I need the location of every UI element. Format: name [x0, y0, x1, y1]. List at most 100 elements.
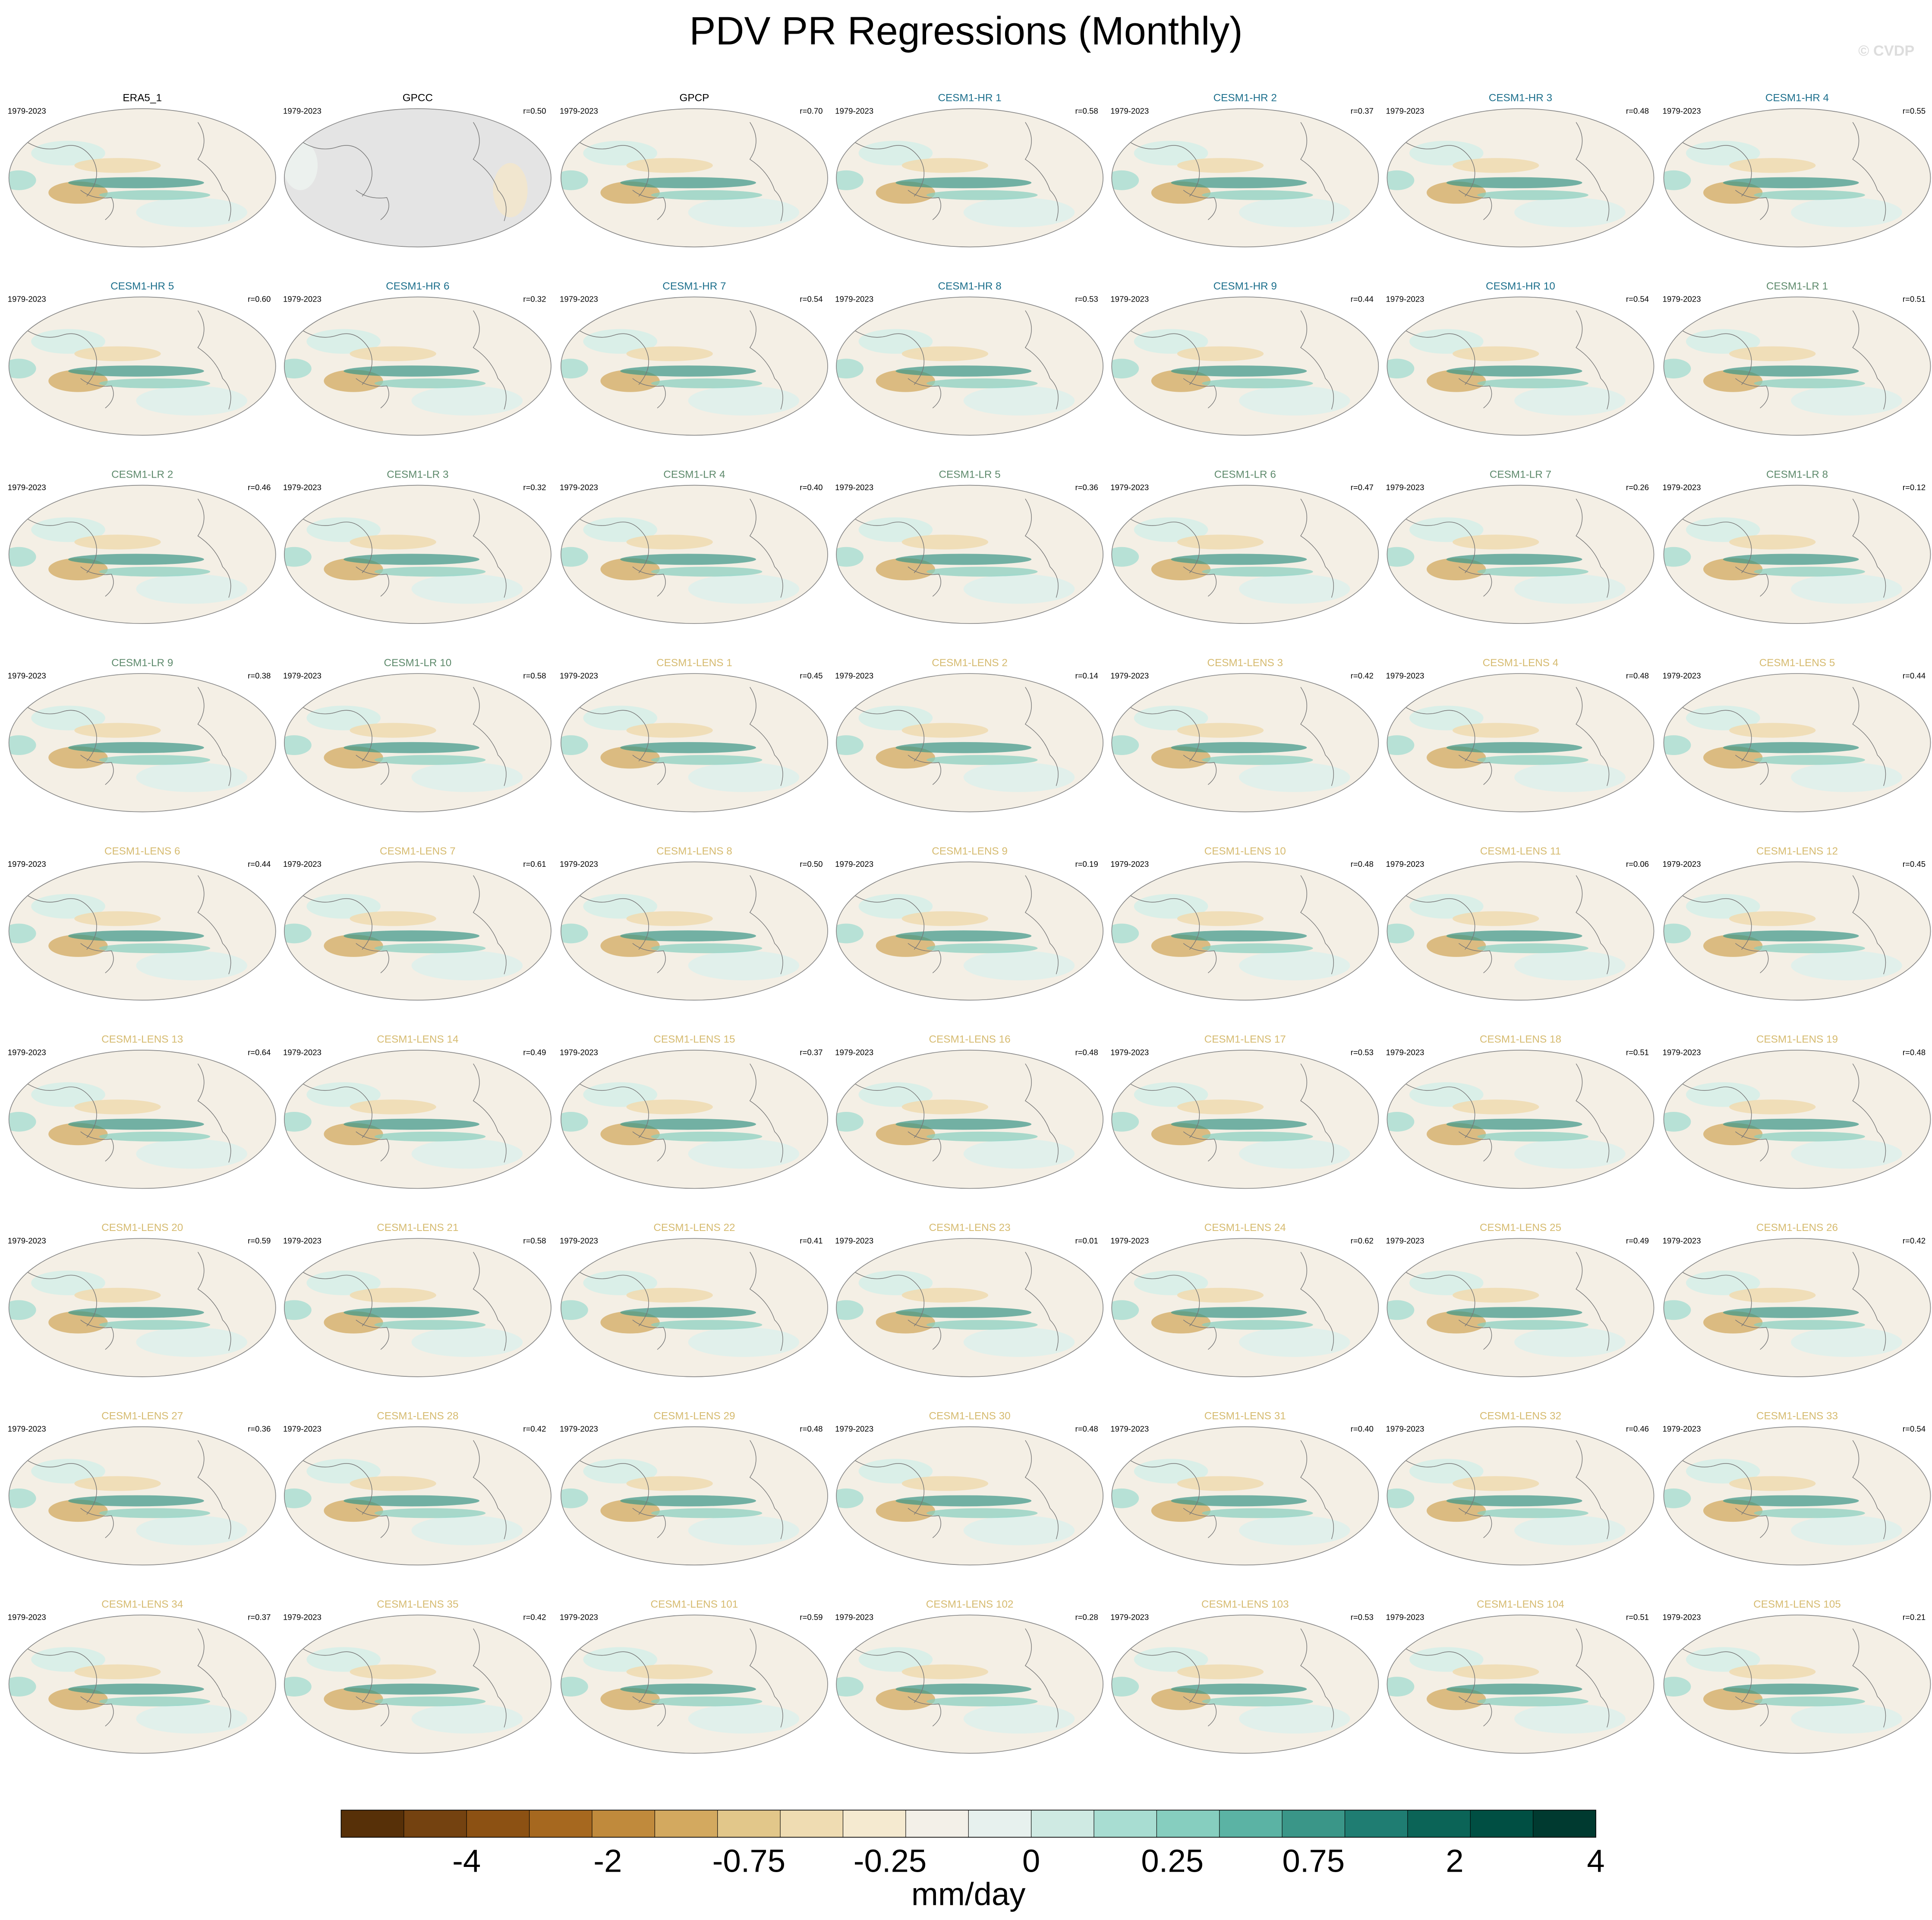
map-field: [1664, 1622, 1902, 1734]
map-field: [1112, 304, 1350, 415]
pattern-patch: [1171, 1683, 1307, 1695]
pattern-patch: [561, 1300, 588, 1320]
map-field: [284, 1622, 523, 1734]
pattern-patch: [1723, 1683, 1859, 1695]
pattern-patch: [1514, 951, 1626, 981]
map-outline: [560, 673, 828, 812]
panel-correlation: r=0.58: [523, 1236, 546, 1245]
pattern-patch: [1723, 554, 1859, 565]
panel-correlation: r=0.58: [1075, 106, 1098, 115]
map-outline: [836, 108, 1104, 248]
panel-period: 1979-2023: [8, 859, 46, 869]
pattern-patch: [561, 547, 588, 567]
map-panel: CESM1-HR 5 1979-2023 r=0.60: [8, 280, 276, 436]
map-panel: CESM1-LENS 9 1979-2023 r=0.19: [835, 845, 1104, 1001]
coastline: [1403, 869, 1626, 975]
pattern-patch: [901, 158, 989, 173]
panel-title: CESM1-LENS 6: [104, 845, 180, 857]
pattern-patch: [1134, 329, 1208, 354]
map-outline: [1663, 296, 1931, 436]
panel-period: 1979-2023: [835, 295, 873, 304]
pattern-patch: [31, 1270, 105, 1295]
pattern-patch: [306, 1270, 381, 1295]
colorbar-swatch: [1031, 1810, 1094, 1838]
panel-correlation: r=0.36: [248, 1424, 271, 1433]
panel-period: 1979-2023: [560, 483, 598, 492]
pattern-patch: [901, 1287, 989, 1303]
panel-correlation: r=0.53: [1351, 1048, 1374, 1057]
panel-correlation: r=0.38: [248, 671, 271, 680]
pattern-patch: [836, 923, 864, 944]
panel-correlation: r=0.47: [1351, 483, 1374, 492]
pattern-patch: [1686, 1082, 1760, 1107]
pattern-patch: [344, 554, 479, 565]
map-panel: CESM1-LR 4 1979-2023 r=0.40: [560, 469, 828, 624]
pattern-patch: [1446, 1307, 1582, 1318]
panel-title: ERA5_1: [123, 92, 162, 104]
map-field: [1664, 304, 1902, 415]
map-field: [1387, 1245, 1626, 1357]
pattern-patch: [1112, 735, 1139, 755]
panel-title: CESM1-LENS 26: [1756, 1222, 1838, 1234]
pattern-patch: [411, 1139, 523, 1169]
map-field: [9, 869, 248, 981]
map-outline: [836, 1238, 1104, 1377]
map-panel: CESM1-LENS 103 1979-2023 r=0.53: [1110, 1599, 1379, 1754]
panel-period: 1979-2023: [1110, 483, 1149, 492]
map-field: [284, 492, 523, 604]
pattern-patch: [374, 943, 486, 954]
map-outline: [1111, 1426, 1379, 1566]
pattern-patch: [1409, 894, 1484, 919]
pattern-patch: [306, 894, 381, 919]
panel-period: 1979-2023: [1386, 295, 1424, 304]
pattern-patch: [1477, 755, 1588, 765]
pattern-patch: [1239, 574, 1350, 604]
map-field: [1112, 116, 1350, 227]
map-field: [561, 116, 800, 227]
pattern-patch: [1729, 158, 1816, 173]
map-panel: CESM1-HR 1 1979-2023 r=0.58: [835, 92, 1104, 248]
map-field: [836, 680, 1075, 792]
pattern-patch: [688, 386, 800, 415]
panel-title: CESM1-LENS 104: [1477, 1599, 1564, 1610]
pattern-patch: [901, 535, 989, 550]
panel-correlation: r=0.44: [1351, 295, 1374, 304]
map-panel: CESM1-LENS 21 1979-2023 r=0.58: [283, 1222, 552, 1377]
map-panel: CESM1-LENS 28 1979-2023 r=0.42: [283, 1410, 552, 1566]
panel-period: 1979-2023: [1663, 671, 1701, 680]
colorbar-swatch: [843, 1810, 906, 1838]
pattern-patch: [31, 329, 105, 354]
map-panel: CESM1-LENS 32 1979-2023 r=0.46: [1386, 1410, 1655, 1566]
pattern-patch: [836, 1677, 864, 1697]
coastline: [852, 116, 1075, 221]
map-field: [9, 304, 248, 415]
pattern-patch: [1409, 705, 1484, 730]
pattern-patch: [926, 1697, 1038, 1706]
pattern-patch: [99, 943, 211, 954]
coastline: [1403, 680, 1626, 786]
pattern-patch: [1112, 170, 1139, 190]
coastline: [1403, 304, 1626, 409]
coastline: [300, 869, 523, 975]
map-outline: [560, 1238, 828, 1377]
map-field: [284, 116, 528, 221]
pattern-patch: [9, 735, 36, 755]
pattern-patch: [963, 1515, 1075, 1545]
pattern-patch: [284, 141, 318, 190]
pattern-patch: [858, 329, 933, 354]
pattern-patch: [626, 1287, 713, 1303]
panel-period: 1979-2023: [560, 106, 598, 115]
coastline: [25, 304, 248, 409]
colorbar-swatch: [592, 1810, 655, 1838]
pattern-patch: [1729, 1476, 1816, 1491]
colorbar-tick-label: 0: [1022, 1843, 1040, 1879]
panel-period: 1979-2023: [1663, 106, 1701, 115]
pattern-patch: [136, 197, 247, 227]
map-field: [1664, 680, 1902, 792]
coastline: [1680, 1622, 1902, 1728]
pattern-patch: [858, 517, 933, 542]
pattern-patch: [31, 894, 105, 919]
pattern-patch: [74, 723, 161, 738]
map-panel: CESM1-LENS 29 1979-2023 r=0.48: [560, 1410, 828, 1566]
pattern-patch: [1134, 1270, 1208, 1295]
